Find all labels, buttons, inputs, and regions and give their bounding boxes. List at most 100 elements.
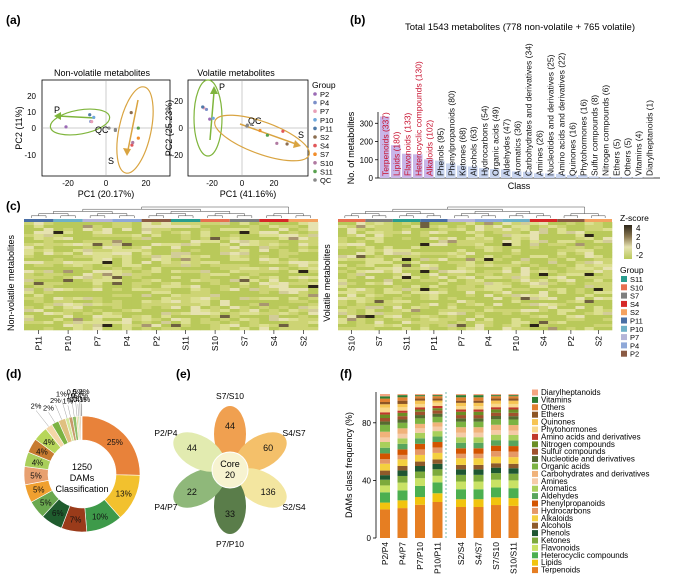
heatmap-cell	[502, 264, 512, 268]
heatmap-cell	[520, 276, 531, 280]
heatmap-cell	[131, 267, 142, 271]
heatmap-cell	[356, 246, 366, 250]
heatmap-cell	[102, 318, 113, 322]
heatmap-cell	[220, 273, 231, 277]
heatmap-cell	[392, 228, 403, 232]
donut-leader-line	[67, 405, 71, 418]
heatmap-cell	[401, 306, 412, 310]
heatmap-cell	[548, 288, 558, 292]
heatmap-cell	[484, 231, 494, 235]
pca-point	[281, 129, 285, 133]
heatmap-cell	[210, 225, 221, 229]
freq-bar-segment	[397, 470, 408, 476]
freq-bar-segment	[491, 451, 501, 457]
heatmap-cell	[229, 234, 240, 238]
heatmap-cell	[429, 258, 439, 262]
heatmap-cell	[538, 312, 549, 316]
donut-slice-label: 5%	[30, 471, 42, 480]
heatmap-cell	[229, 309, 240, 313]
heatmap-cell	[566, 321, 576, 325]
heatmap-cell	[392, 288, 403, 292]
pca-left-ytick: -10	[24, 151, 36, 160]
heatmap-cell	[566, 261, 576, 265]
heatmap-cell	[239, 240, 250, 244]
heatmap-cell	[33, 246, 44, 250]
heatmap-cell	[347, 276, 357, 280]
heatmap-cell	[112, 270, 123, 274]
heatmap-cell	[538, 303, 549, 307]
heatmap-cell	[575, 237, 585, 241]
freq-bar-segment	[415, 403, 425, 408]
heatmap-cell	[566, 312, 576, 316]
heatmap-cell	[210, 273, 221, 277]
heatmap-cell	[465, 309, 476, 313]
group-legend-swatch	[621, 284, 627, 291]
heatmap-cell	[374, 255, 384, 259]
heatmap-cell	[356, 270, 366, 274]
heatmap-cell	[602, 279, 613, 283]
heatmap-sample-label: P7	[93, 336, 103, 347]
heatmap-cell	[401, 285, 412, 289]
heatmap-cell	[529, 324, 540, 328]
heatmap-cell	[151, 234, 162, 238]
heatmap-cell	[63, 306, 74, 310]
heatmap-cell	[269, 243, 280, 247]
heatmap-cell	[288, 270, 299, 274]
heatmap-cell	[475, 240, 485, 244]
heatmap-cell	[374, 315, 384, 319]
heatmap-cell	[447, 273, 458, 277]
panel-d: (d) 25%13%10%7%6%5%5%5%4%4%4%2% 2%2%1%1%1…	[6, 367, 141, 533]
heatmap-cell	[493, 240, 503, 244]
heatmap-cell	[190, 318, 201, 322]
heatmap-cell	[392, 273, 403, 277]
pca-left-ytick: 10	[27, 108, 36, 117]
freq-bar-segment	[456, 474, 466, 482]
heatmap-cell	[365, 282, 375, 286]
heatmap-cell	[24, 246, 35, 250]
heatmap-cell	[43, 297, 54, 301]
heatmap-cell	[429, 228, 439, 232]
heatmap-cell	[53, 267, 64, 271]
heatmap-cell	[493, 297, 503, 301]
freq-bar-segment	[432, 395, 443, 397]
heatmap-cell	[401, 300, 412, 304]
heatmap-cell	[502, 291, 512, 295]
heatmap-cell	[566, 270, 576, 274]
heatmap-cell	[420, 303, 430, 307]
heatmap-cell	[484, 279, 494, 283]
heatmap-cell	[151, 324, 162, 328]
heatmap-cell	[229, 228, 240, 232]
heatmap-cell	[383, 234, 394, 238]
heatmap-cell	[374, 273, 384, 277]
heatmap-cell	[456, 300, 467, 304]
heatmap-cell	[602, 255, 613, 259]
heatmap-cell	[180, 312, 191, 316]
donut-slice-label: 2%	[43, 403, 54, 412]
freq-legend-swatch	[532, 389, 538, 396]
heatmap-cell	[171, 306, 182, 310]
freq-comparison-label: P10/P11	[433, 542, 443, 574]
heatmap-cell	[465, 282, 476, 286]
heatmap-cell	[102, 291, 113, 295]
heatmap-cell	[548, 249, 558, 253]
heatmap-cell	[392, 324, 403, 328]
heatmap-cell	[493, 237, 503, 241]
heatmap-cell	[493, 306, 503, 310]
group-legend-swatch	[621, 350, 627, 357]
heatmap-cell	[73, 255, 84, 259]
heatmap-cell	[278, 282, 289, 286]
heatmap-cell	[456, 288, 467, 292]
heatmap-cell	[239, 243, 250, 247]
heatmap-cell	[520, 225, 531, 229]
heatmap-cell	[122, 306, 133, 310]
heatmap-cell	[288, 231, 299, 235]
heatmap-cell	[365, 231, 375, 235]
heatmap-cell	[338, 273, 348, 277]
heatmap-cell	[239, 231, 250, 235]
heatmap-cell	[171, 288, 182, 292]
heatmap-cell	[269, 234, 280, 238]
freq-legend-label: Amino acids and derivatives	[541, 432, 641, 441]
heatmap-cell	[259, 312, 270, 316]
heatmap-cell	[33, 234, 44, 238]
